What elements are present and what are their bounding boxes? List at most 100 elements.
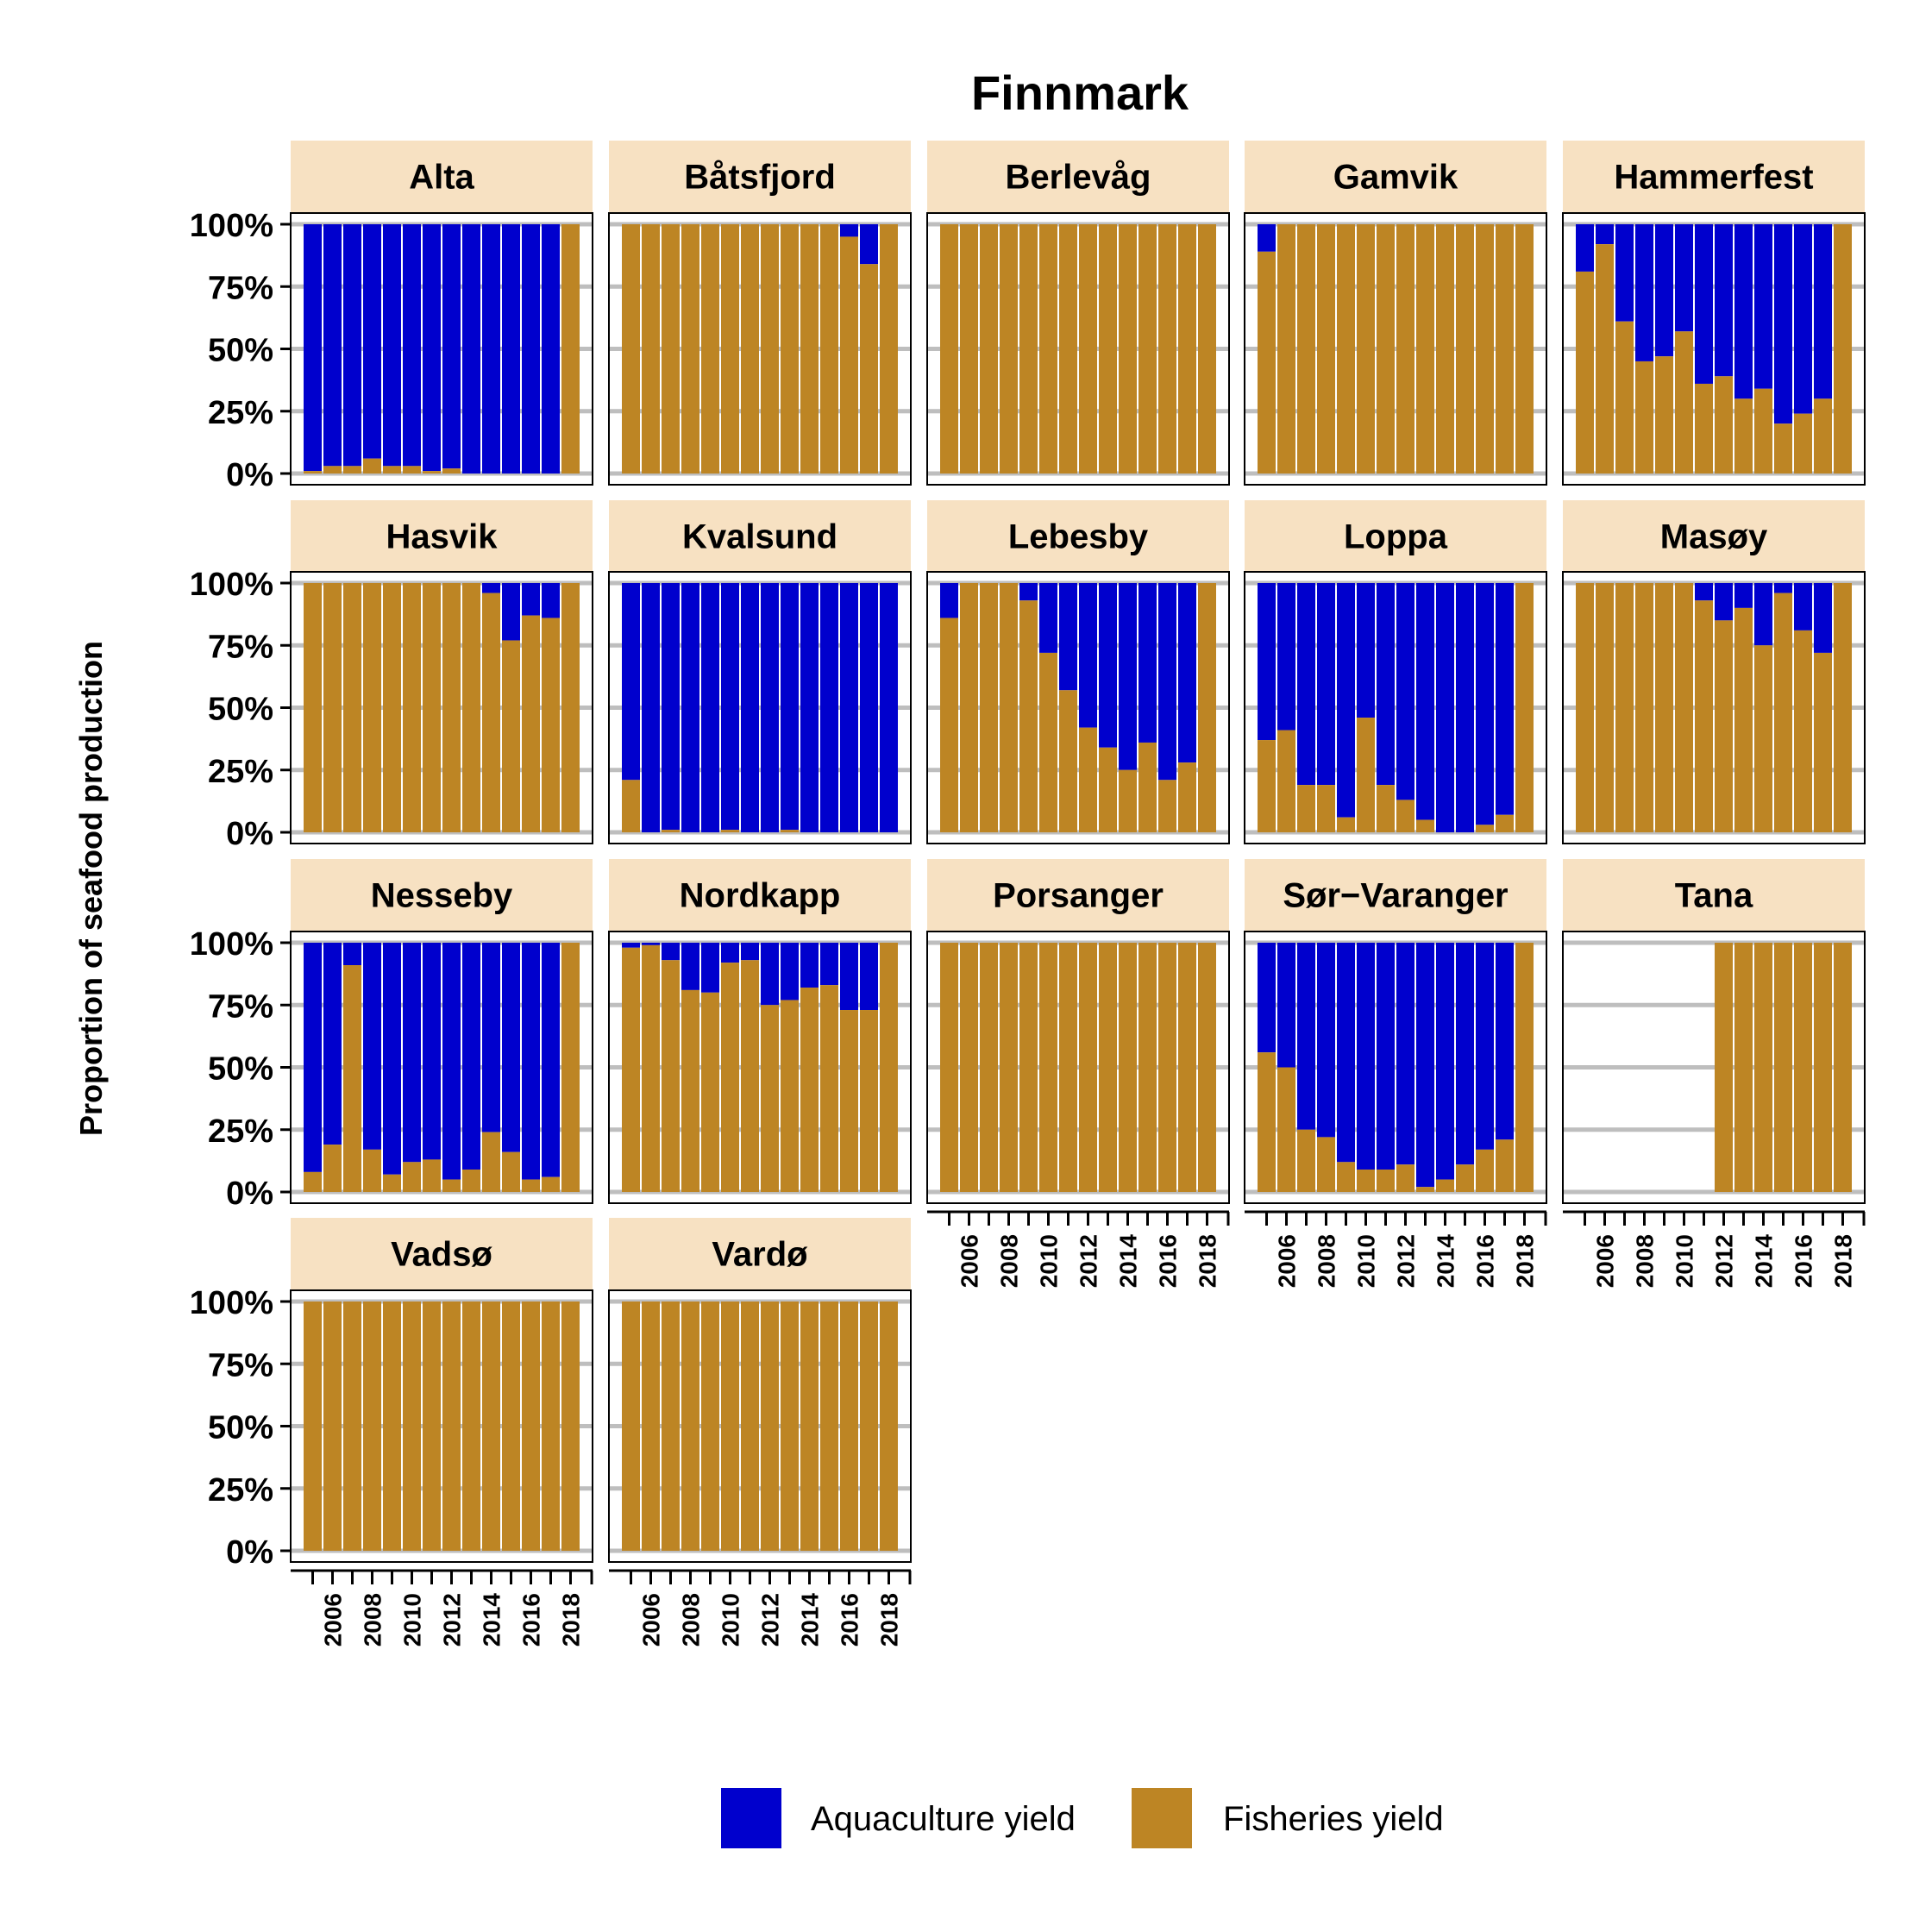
bar-aquaculture [1476,583,1494,825]
y-axis-label: Proportion of seafood production [73,641,109,1136]
panel: Tana 2006 2008 2010 2012 2014 2016 2018 [1562,859,1866,1288]
bar-aquaculture [1675,224,1693,332]
bar-aquaculture [1277,583,1295,731]
bar-fisheries [880,224,898,474]
bar-fisheries [1000,943,1018,1192]
bar-aquaculture [1715,224,1733,377]
bar-fisheries [1695,600,1713,832]
bar-fisheries [1297,785,1315,832]
bar-fisheries [1059,943,1077,1192]
bar-fisheries [442,468,461,474]
panel-strip [1563,859,1865,931]
panel-border [1244,571,1547,844]
x-tick-label: 2018 [1512,1234,1539,1288]
bar-fisheries [482,1132,500,1192]
x-tick-label: 2010 [399,1593,426,1647]
bar-fisheries [1258,1052,1276,1192]
x-tick-label: 2012 [439,1593,466,1647]
bar-aquaculture [1496,943,1514,1140]
x-tick-label: 2006 [1592,1234,1619,1288]
bar-aquaculture [304,943,322,1172]
y-tick-label: 0% [226,1176,273,1212]
bar-aquaculture [383,224,401,467]
bar-fisheries [1099,224,1117,474]
x-tick-label: 2016 [1472,1234,1499,1288]
bar-fisheries [721,224,739,474]
y-tick-label: 100% [190,208,273,244]
bar-fisheries [820,985,838,1192]
bar-fisheries [561,943,580,1192]
panel-border [608,931,912,1204]
bar-aquaculture [423,224,441,472]
bar-fisheries [1734,607,1753,832]
bar-aquaculture [800,583,819,832]
bar-fisheries [403,583,421,832]
bar-fisheries [1158,780,1176,832]
bar-aquaculture [1019,583,1038,601]
bar-aquaculture [820,583,838,832]
panel-border [926,931,1230,1204]
bar-fisheries [442,583,461,832]
bar-fisheries [1119,769,1137,832]
bar-fisheries [781,224,799,474]
bar-fisheries [1317,1137,1335,1192]
panel-title: Loppa [1344,518,1448,556]
bar-fisheries [1416,224,1434,474]
bar-aquaculture [343,943,361,966]
bar-fisheries [304,1302,322,1551]
panel-title: Sør−Varanger [1283,877,1508,915]
bar-fisheries [980,224,998,474]
bar-aquaculture [1476,943,1494,1150]
bar-fisheries [662,224,680,474]
x-tick-label: 2018 [876,1593,903,1647]
bar-fisheries [1039,224,1057,474]
bar-aquaculture [323,224,342,467]
bar-aquaculture [343,224,361,467]
bar-fisheries [1377,785,1395,832]
bar-aquaculture [840,224,858,237]
bar-fisheries [1596,244,1614,474]
bar-fisheries [1099,747,1117,832]
y-tick-label: 75% [208,270,273,306]
bar-fisheries [1615,583,1634,832]
bar-aquaculture [721,943,739,963]
bar-fisheries [940,224,958,474]
y-tick-label: 50% [208,333,273,369]
bar-fisheries [1357,718,1375,832]
x-tick-label: 2016 [1155,1234,1182,1288]
bar-fisheries [860,1010,878,1192]
x-tick-label: 2014 [797,1593,824,1647]
x-tick-label: 2008 [996,1234,1023,1288]
bar-fisheries [642,1302,660,1551]
bar-fisheries [1794,630,1812,832]
panel: Nordkapp [608,859,912,1204]
panel-strip [1245,500,1546,572]
bar-fisheries [1337,817,1355,832]
bar-fisheries [800,1302,819,1551]
bar-fisheries [561,224,580,474]
y-tick-label: 75% [208,1347,273,1383]
bar-aquaculture [363,943,381,1150]
bar-fisheries [462,583,480,832]
bar-aquaculture [662,943,680,961]
bar-aquaculture [1039,583,1057,653]
panel-border [926,212,1230,486]
bar-aquaculture [542,583,560,618]
bar-fisheries [940,618,958,832]
panel-strip [1563,141,1865,212]
bar-fisheries [1178,224,1196,474]
x-tick-label: 2010 [1672,1234,1698,1288]
panel-title: Kvalsund [682,518,837,556]
panel: Loppa [1244,500,1547,844]
bar-aquaculture [781,943,799,1000]
bar-aquaculture [1774,583,1792,593]
bar-aquaculture [681,943,699,990]
bar-fisheries [701,1302,719,1551]
bar-fisheries [1834,943,1852,1192]
panel-strip [927,859,1229,931]
bar-fisheries [1396,800,1414,832]
bar-fisheries [840,1302,858,1551]
bar-aquaculture [662,583,680,831]
bar-fisheries [363,458,381,474]
panel-title: Hasvik [386,518,499,556]
